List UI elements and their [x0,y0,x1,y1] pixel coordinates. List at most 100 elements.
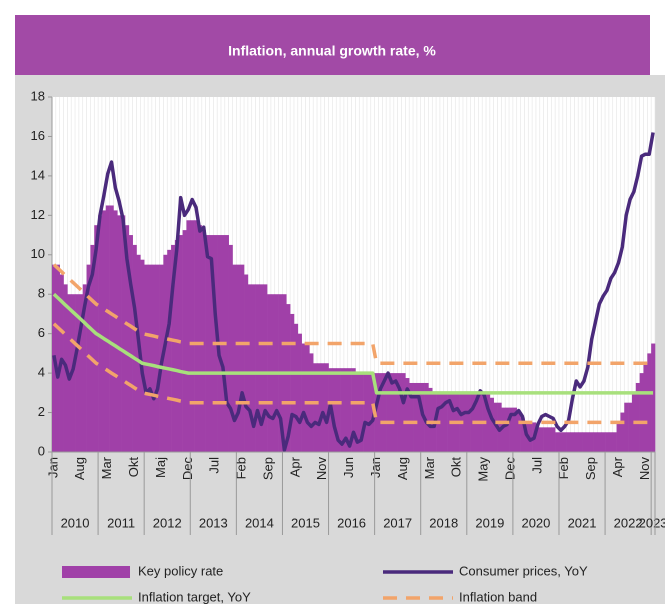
legend-label: Inflation target, YoY [138,589,251,604]
x-tick-label: Nov [314,457,329,481]
year-label: 2015 [291,515,320,530]
policy-bar [293,323,299,452]
x-tick-label: Maj [153,457,168,478]
policy-bar [201,230,206,452]
policy-bar [340,368,345,452]
policy-bar [585,432,591,452]
policy-bar [520,417,525,452]
policy-bar [443,392,448,452]
policy-bar [305,343,310,452]
policy-bar [424,382,429,452]
policy-bar [197,225,203,452]
header [15,15,650,75]
policy-bar [413,382,418,452]
policy-bar [647,353,652,452]
x-tick-label: Dec [502,457,517,481]
policy-bar [259,284,264,452]
x-tick-label: Apr [610,456,625,477]
y-tick-label: 14 [31,167,45,182]
x-tick-label: Apr [287,456,302,477]
x-tick-label: Sep [583,457,598,480]
policy-bar [612,432,617,452]
policy-bar [90,244,95,452]
policy-bar [244,274,249,452]
policy-bar [509,407,514,452]
policy-bar [209,235,214,452]
series-line [52,132,655,452]
year-label: 2021 [568,515,597,530]
policy-bar [343,368,349,452]
x-tick-label: Sep [260,457,275,480]
policy-bar [566,432,571,452]
policy-bar [570,432,575,452]
x-tick-label: May [476,457,491,482]
policy-bar [466,392,471,452]
policy-bar [597,432,602,452]
policy-bar [101,210,107,452]
x-tick-label: Jan [368,457,383,478]
policy-bar [124,225,130,452]
policy-bar [182,230,187,452]
policy-bar [355,373,360,452]
policy-bar [562,432,567,452]
y-tick-label: 8 [38,286,45,301]
policy-bar [151,264,157,452]
x-tick-label: Nov [637,457,652,481]
policy-bar [194,220,199,452]
policy-bar [297,333,302,452]
policy-bar [635,382,640,452]
policy-bar [109,205,114,452]
y-tick-label: 0 [38,443,45,458]
legend-label: Consumer prices, YoY [459,563,588,578]
policy-bar [543,427,548,452]
policy-bar [386,373,391,452]
legend-label: Key policy rate [138,563,223,578]
legend-label: Inflation band [459,589,537,604]
policy-bar [132,244,137,452]
policy-bar [224,235,229,452]
year-label: 2019 [475,515,504,530]
policy-bar [359,373,364,452]
policy-bar [639,373,644,452]
year-label: 2023 [639,515,665,530]
policy-bar [228,244,233,452]
policy-bar [186,220,191,452]
x-tick-label: Aug [72,457,87,480]
x-tick-label: Dec [180,457,195,481]
policy-bar [558,432,564,452]
policy-bar [501,407,506,452]
policy-bar [347,368,352,452]
policy-bar [555,432,560,452]
policy-bar [240,264,245,452]
policy-bar [301,343,306,452]
policy-bar [489,397,494,452]
policy-bar [75,294,80,452]
policy-bar [247,284,253,452]
policy-bar [539,427,544,452]
policy-bar [616,422,621,452]
policy-bar [105,205,110,452]
policy-bar [286,304,291,452]
policy-bar [317,363,322,452]
year-label: 2017 [383,515,412,530]
y-tick-label: 12 [31,207,45,222]
policy-bar [236,264,241,452]
year-label: 2011 [107,515,135,530]
policy-bar [389,373,395,452]
policy-bar [167,249,172,452]
policy-bar [582,432,587,452]
x-tick-label: Jun [341,457,356,478]
policy-bar [163,254,168,452]
legend-swatch [62,566,130,578]
year-label: 2022 [614,515,643,530]
policy-bar [148,264,153,452]
policy-bar [601,432,606,452]
policy-bar [366,373,372,452]
policy-bar [516,412,521,452]
policy-bar [439,392,445,452]
year-label: 2010 [61,515,90,530]
policy-bar [332,368,337,452]
y-tick-label: 16 [31,128,45,143]
policy-bar [462,392,468,452]
y-tick-label: 6 [38,325,45,340]
